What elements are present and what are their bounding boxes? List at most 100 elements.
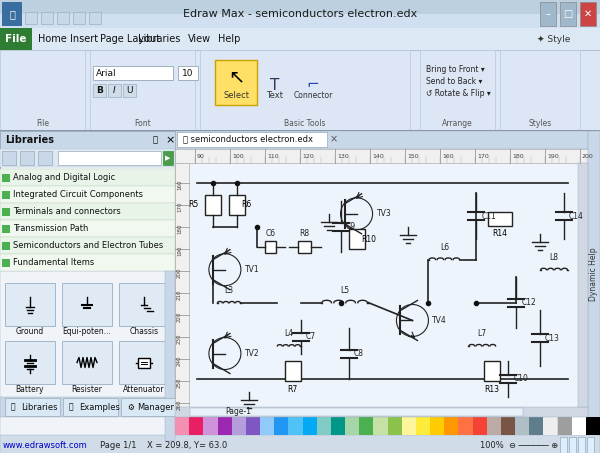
Text: www.edrawsoft.com: www.edrawsoft.com: [3, 440, 88, 449]
Text: Equi-poten...: Equi-poten...: [62, 327, 112, 336]
Bar: [0, 130, 600, 131]
Bar: [580, 2, 596, 26]
Bar: [0, 149, 175, 167]
Text: Chassis: Chassis: [130, 327, 158, 336]
Bar: [544, 417, 557, 435]
Text: 10: 10: [182, 68, 194, 77]
Text: File: File: [36, 120, 49, 129]
Text: C9: C9: [346, 222, 356, 231]
Bar: [0, 435, 600, 453]
Bar: [0, 169, 175, 186]
Bar: [578, 163, 588, 407]
Text: ×: ×: [165, 135, 175, 145]
Text: 100%  ⊖ ────── ⊕: 100% ⊖ ────── ⊕: [480, 440, 558, 449]
Bar: [2, 242, 10, 250]
Text: Arial: Arial: [96, 68, 116, 77]
Text: Attenuator: Attenuator: [123, 385, 165, 394]
Text: 170: 170: [477, 154, 489, 159]
Text: View: View: [188, 34, 211, 44]
Text: –: –: [545, 9, 550, 19]
Bar: [175, 407, 588, 417]
Bar: [163, 151, 173, 165]
Text: TV2: TV2: [245, 349, 260, 358]
Text: 📌: 📌: [153, 135, 158, 145]
Text: Help: Help: [218, 34, 241, 44]
Bar: [232, 417, 246, 435]
Bar: [587, 437, 594, 453]
Bar: [373, 417, 388, 435]
Bar: [388, 417, 401, 435]
Text: Page Layout: Page Layout: [100, 34, 160, 44]
Text: 120: 120: [302, 154, 314, 159]
Bar: [0, 254, 175, 271]
Bar: [487, 417, 501, 435]
Text: ↖: ↖: [228, 67, 244, 87]
Bar: [121, 398, 176, 416]
Text: R13: R13: [485, 385, 500, 394]
Text: Semiconductors and Electron Tubes: Semiconductors and Electron Tubes: [13, 241, 163, 250]
Bar: [345, 417, 359, 435]
Bar: [359, 417, 373, 435]
Text: Analog and Digital Logic: Analog and Digital Logic: [13, 173, 115, 182]
Bar: [0, 131, 175, 149]
Bar: [2, 191, 10, 199]
Bar: [289, 417, 302, 435]
Text: Insert: Insert: [70, 34, 98, 44]
Text: TV3: TV3: [377, 209, 391, 218]
Text: Send to Back ▾: Send to Back ▾: [426, 77, 482, 87]
Bar: [2, 225, 10, 233]
Bar: [20, 151, 34, 165]
Text: Basic Tools: Basic Tools: [284, 120, 326, 129]
Text: R10: R10: [362, 235, 377, 244]
Bar: [189, 163, 588, 417]
Bar: [175, 417, 189, 435]
Bar: [62, 341, 112, 384]
Bar: [0, 271, 175, 441]
Text: Libraries: Libraries: [21, 403, 58, 411]
Text: 260: 260: [177, 400, 182, 410]
Bar: [205, 195, 221, 215]
Text: Font: Font: [134, 120, 151, 129]
Text: 170: 170: [177, 202, 182, 212]
Bar: [557, 417, 572, 435]
Text: Bring to Front ▾: Bring to Front ▾: [426, 66, 485, 74]
Bar: [0, 14, 600, 28]
Bar: [484, 361, 500, 381]
Bar: [298, 241, 311, 253]
Bar: [0, 203, 175, 220]
Bar: [586, 417, 600, 435]
Bar: [260, 417, 274, 435]
Bar: [57, 12, 69, 24]
Bar: [175, 149, 588, 417]
Text: Libraries: Libraries: [138, 34, 181, 44]
Text: 160: 160: [442, 154, 454, 159]
Bar: [229, 195, 245, 215]
Text: 110: 110: [267, 154, 278, 159]
Text: ✕: ✕: [584, 9, 592, 19]
Text: TV1: TV1: [245, 265, 260, 274]
Bar: [200, 50, 410, 130]
Bar: [175, 149, 588, 163]
Bar: [501, 417, 515, 435]
Text: 190: 190: [547, 154, 559, 159]
Bar: [177, 132, 327, 147]
Bar: [63, 398, 118, 416]
Text: Battery: Battery: [16, 385, 44, 394]
Bar: [5, 398, 60, 416]
Bar: [560, 2, 576, 26]
Text: Select: Select: [223, 91, 249, 100]
Text: L3: L3: [224, 286, 233, 295]
Text: ↺ Rotate & Flip ▾: ↺ Rotate & Flip ▾: [426, 90, 491, 98]
Bar: [302, 417, 317, 435]
Bar: [123, 84, 136, 97]
Bar: [93, 66, 173, 80]
Bar: [2, 208, 10, 216]
Text: 180: 180: [512, 154, 524, 159]
Text: L6: L6: [440, 242, 449, 251]
Bar: [25, 12, 37, 24]
Bar: [5, 283, 55, 326]
Text: C6: C6: [266, 229, 276, 238]
Bar: [203, 417, 218, 435]
Bar: [588, 131, 600, 418]
Text: Text: Text: [266, 91, 284, 100]
